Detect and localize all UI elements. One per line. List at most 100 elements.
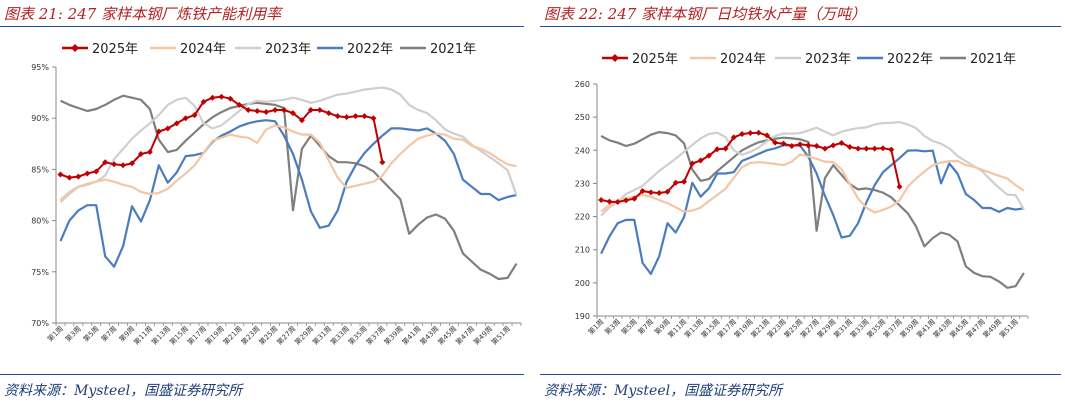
data-point: [697, 157, 704, 164]
data-point: [146, 148, 153, 155]
legend-label: 2023年: [805, 52, 851, 67]
y-tick-label: 200: [575, 279, 590, 288]
data-point: [164, 125, 171, 132]
x-tick-label: 第37周: [364, 324, 387, 347]
data-point: [656, 190, 663, 197]
x-tick-label: 第39周: [382, 324, 405, 347]
legend-marker: [71, 44, 79, 52]
y-tick-label: 230: [575, 179, 590, 188]
data-point: [631, 195, 638, 202]
x-tick-label: 第21周: [221, 324, 244, 347]
y-tick-label: 260: [575, 80, 590, 89]
data-point: [788, 142, 795, 149]
data-point: [218, 93, 225, 100]
legend-label: 2021年: [430, 42, 476, 57]
x-tick-label: 第41周: [400, 324, 423, 347]
data-point: [245, 107, 252, 114]
data-point: [236, 101, 243, 108]
left-source: 资料来源：Mysteel，国盛证券研究所: [4, 383, 243, 399]
data-point: [689, 160, 696, 167]
data-point: [155, 128, 162, 135]
data-point: [879, 145, 886, 152]
x-tick-label: 第25周: [257, 324, 280, 347]
data-point: [846, 143, 853, 150]
y-tick-label: 75%: [31, 268, 49, 277]
y-tick-label: 70%: [31, 319, 49, 328]
x-tick-label: 第35周: [346, 324, 369, 347]
series-line-2024年: [59, 124, 517, 204]
x-tick-label: 第47周: [454, 324, 477, 347]
x-tick-label: 第51周: [997, 317, 1020, 340]
data-point: [722, 145, 729, 152]
data-point: [325, 110, 332, 117]
data-point: [855, 145, 862, 152]
legend-label: 2022年: [887, 52, 933, 67]
x-tick-label: 第17周: [185, 324, 208, 347]
data-point: [191, 112, 198, 119]
data-point: [755, 129, 762, 136]
x-tick-label: 第33周: [328, 324, 351, 347]
data-point: [289, 110, 296, 117]
data-point: [623, 197, 630, 204]
x-tick-label: 第27周: [275, 324, 298, 347]
series-line-2023年: [600, 120, 1025, 217]
data-point: [281, 107, 288, 114]
data-point: [614, 198, 621, 205]
legend-label: 2025年: [632, 52, 678, 67]
series-line-2021年: [600, 130, 1025, 289]
x-tick-label: 第13周: [150, 324, 173, 347]
left-chart: 70%75%80%85%90%95%第1周 第3周 第5周 第7周 第9周第11周第13…: [31, 42, 522, 347]
legend-label: 2021年: [970, 52, 1016, 67]
legend-label: 2024年: [720, 52, 766, 67]
data-point: [352, 113, 359, 120]
series-line-2024年: [600, 153, 1025, 214]
x-tick-label: 第45周: [436, 324, 459, 347]
x-tick-label: 第43周: [418, 324, 441, 347]
x-tick-label: 第23周: [239, 324, 262, 347]
left-panel: 图表 21: 247 家样本钢厂炼铁产能利用率 70% 75% 80% 85% 90% 9…: [0, 0, 528, 407]
data-point: [173, 120, 180, 127]
data-point: [714, 146, 721, 153]
x-tick-label: 第11周: [132, 324, 155, 347]
data-point: [75, 173, 82, 180]
x-tick-label: 第5周: [81, 324, 100, 343]
left-title-rule: [0, 26, 524, 27]
data-point: [182, 115, 189, 122]
right-panel: 图表 22: 247 家样本钢厂日均铁水产量（万吨） 190 200 210 220 2…: [540, 0, 1065, 407]
data-point: [316, 107, 323, 114]
data-point: [747, 130, 754, 137]
x-tick-label: 第19周: [203, 324, 226, 347]
data-point: [227, 95, 234, 102]
data-point: [66, 174, 73, 181]
y-tick-label: 220: [575, 213, 590, 222]
x-tick-label: 第51周: [489, 324, 512, 347]
data-point: [813, 142, 820, 149]
data-point: [821, 145, 828, 152]
data-point: [797, 141, 804, 148]
x-tick-label: 第15周: [168, 324, 191, 347]
data-point: [780, 140, 787, 147]
data-point: [334, 113, 341, 120]
data-point: [84, 170, 91, 177]
data-point: [102, 159, 109, 166]
data-point: [681, 178, 688, 185]
data-point: [598, 197, 605, 203]
right-chart: 190200210220230240250260第1周第3周第5周第7周第9周第…: [575, 52, 1029, 340]
data-point: [298, 117, 305, 124]
x-tick-label: 第29周: [293, 324, 316, 347]
data-point: [57, 171, 64, 178]
data-point: [120, 162, 127, 169]
left-source-rule: [0, 374, 524, 375]
data-point: [272, 107, 279, 114]
data-point: [647, 189, 654, 196]
left-chart-title: 图表 21: 247 家样本钢厂炼铁产能利用率: [4, 5, 282, 23]
right-chart-title: 图表 22: 247 家样本钢厂日均铁水产量（万吨）: [544, 5, 867, 23]
series-line-2021年: [60, 94, 518, 281]
data-point: [200, 98, 207, 105]
data-point: [93, 168, 100, 175]
x-tick-label: 第3周: [603, 317, 622, 336]
data-point: [129, 160, 136, 167]
data-point: [254, 108, 261, 115]
data-point: [730, 134, 737, 141]
data-point: [772, 139, 779, 146]
